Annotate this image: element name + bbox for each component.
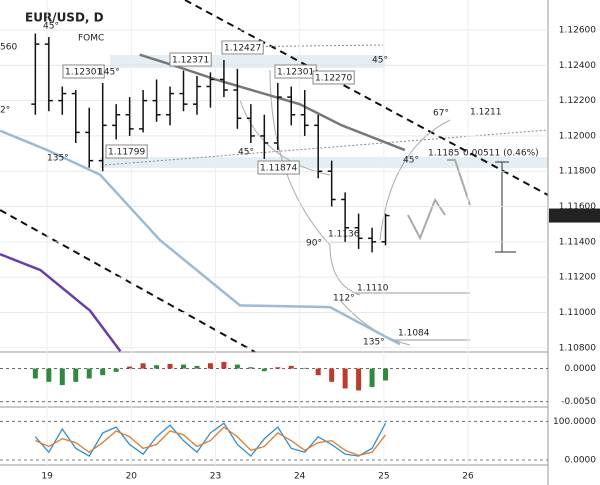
moving-average	[0, 129, 401, 346]
annotation: FOMC	[78, 34, 104, 44]
y-tick-label: 1.12000	[559, 131, 596, 141]
annotation-box	[312, 70, 355, 85]
annotation: 1.11874	[260, 164, 297, 174]
y-tick-label: 1.10800	[559, 343, 596, 353]
y-tick-label: 1.11400	[559, 237, 596, 247]
annotation: 1.12371	[172, 56, 209, 66]
y-tick-label: 0.0000	[565, 455, 597, 465]
y-tick-label: 1.12200	[559, 96, 596, 106]
histogram-bar	[234, 364, 240, 369]
y-tick-label: 1.12400	[559, 61, 596, 71]
histogram-bar	[167, 363, 173, 369]
y-tick-label: 1.11800	[559, 167, 596, 177]
y-tick-label: 0.0000	[565, 364, 597, 374]
y-tick-label: 100.0000	[553, 417, 596, 427]
annotation: 1.12427	[224, 44, 261, 54]
annotation: 0.00511 (0.46%)	[463, 149, 539, 159]
y-tick-label: 1.12600	[559, 26, 596, 36]
annotation: 112°	[333, 294, 355, 304]
histogram-bar	[207, 363, 213, 369]
histogram-bar	[154, 365, 160, 369]
histogram-bar	[140, 363, 146, 369]
y-tick-label: 1.11000	[559, 308, 596, 318]
x-tick-label: 24	[294, 472, 306, 482]
histogram-bar	[356, 368, 362, 391]
projection	[407, 159, 471, 241]
x-tick-label: 23	[210, 472, 221, 482]
histogram-bar	[86, 368, 92, 379]
x-tick-label: 20	[126, 472, 138, 482]
oscillator-line	[35, 426, 387, 457]
arc	[379, 119, 451, 241]
annotation: 45°	[403, 156, 419, 166]
annotation: 45°	[372, 56, 388, 66]
annotation-box	[62, 64, 105, 79]
trend-line	[0, 209, 256, 353]
annotation: 67°	[433, 109, 449, 119]
x-tick-label: 19	[41, 472, 53, 482]
histogram-bar	[73, 368, 79, 382]
chart-title: EUR/USD, D	[25, 11, 104, 25]
moving-average	[0, 253, 122, 353]
histogram-bar	[261, 368, 267, 372]
annotation-box	[105, 144, 148, 159]
trend-line	[184, 0, 549, 196]
histogram-bar	[100, 368, 106, 376]
histogram-bar	[383, 368, 389, 381]
y-tick-label: 1.11200	[559, 273, 596, 283]
histogram-bar	[288, 365, 294, 369]
histogram-bar	[315, 368, 321, 376]
histogram-bar	[113, 368, 119, 372]
annotation: 560	[0, 43, 17, 53]
annotation-box	[221, 40, 264, 55]
annotation: 2°	[0, 106, 10, 116]
annotation: 135°	[363, 338, 385, 348]
histogram-bar	[46, 368, 52, 382]
zone	[110, 55, 385, 68]
annotation: 90°	[306, 239, 322, 249]
annotation: 1.12301	[65, 68, 102, 78]
annotation: 1.1110	[357, 284, 389, 294]
annotation: 1.12270	[315, 74, 352, 84]
annotation: 1.11799	[108, 148, 145, 158]
annotation: 45°	[238, 148, 254, 158]
measure	[495, 161, 516, 253]
annotation: 145°	[98, 68, 120, 78]
histogram-bar	[329, 368, 335, 382]
histogram-bar	[302, 367, 308, 369]
histogram-bar	[194, 365, 200, 369]
annotation-box	[257, 160, 300, 175]
zone	[100, 157, 548, 168]
annotation: 1.1211	[470, 108, 502, 118]
annotation: 1.12301	[277, 68, 314, 78]
y-tick-label: -0.0050	[561, 397, 596, 407]
price-box	[549, 208, 600, 223]
histogram-bar	[59, 368, 65, 386]
histogram-bar	[342, 368, 348, 389]
histogram-bar	[221, 361, 227, 369]
histogram-bar	[32, 368, 38, 379]
annotation: 45°	[43, 22, 59, 32]
annotation-box	[169, 52, 212, 67]
channel-line	[221, 44, 384, 48]
annotation: 1.1136	[328, 230, 360, 240]
annotation: 1.1185	[428, 149, 460, 159]
annotation: 1.1084	[398, 329, 430, 339]
annotation: 135°	[47, 154, 69, 164]
histogram-bar	[181, 364, 187, 369]
histogram-bar	[275, 367, 281, 369]
histogram-bar	[248, 367, 254, 369]
price-label: 1.11549	[555, 211, 596, 221]
histogram-bar	[369, 368, 375, 388]
x-tick-label: 25	[378, 472, 389, 482]
x-tick-label: 26	[462, 472, 474, 482]
histogram-bar	[127, 366, 133, 369]
y-tick-label: 1.11600	[559, 202, 596, 212]
